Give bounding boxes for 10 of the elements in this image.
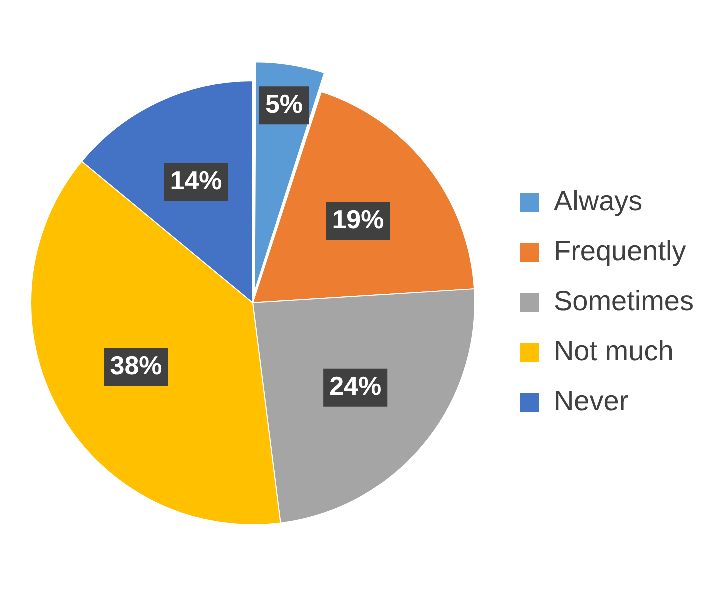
data-label: 5% xyxy=(265,88,304,119)
legend-label: Always xyxy=(554,186,643,217)
legend-label: Sometimes xyxy=(554,286,694,317)
data-label: 19% xyxy=(332,204,384,235)
legend-label: Not much xyxy=(554,336,674,367)
legend-label: Frequently xyxy=(554,236,686,267)
data-label: 24% xyxy=(330,371,382,402)
data-label: 38% xyxy=(110,350,162,380)
data-label: 14% xyxy=(170,166,222,196)
legend-label: Never xyxy=(554,386,629,417)
